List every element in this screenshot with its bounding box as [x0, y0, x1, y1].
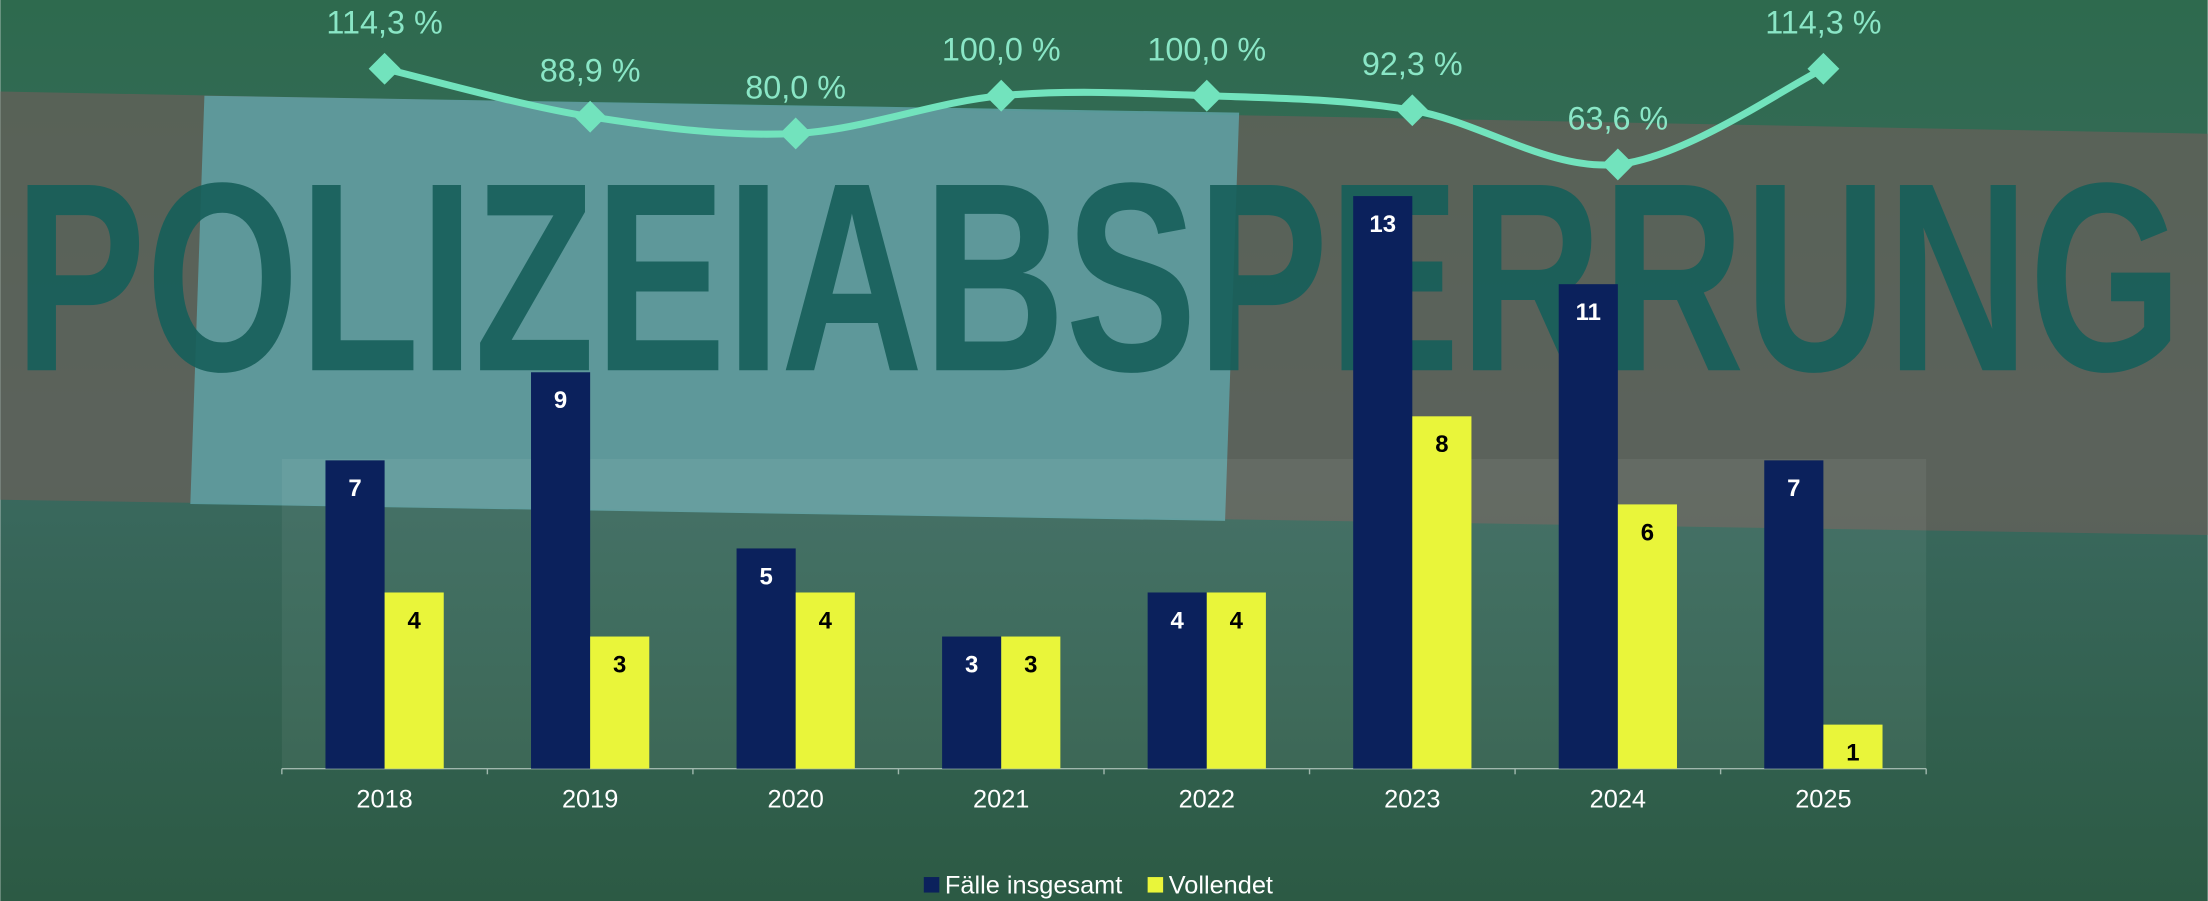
data-label: 4: [1230, 607, 1244, 634]
data-label: 100,0 %: [942, 32, 1061, 68]
data-label: 5: [759, 563, 772, 590]
bar: [1353, 196, 1413, 769]
tape-white: [190, 95, 1240, 521]
data-label: 80,0 %: [745, 69, 846, 105]
data-label: 92,3 %: [1362, 46, 1463, 82]
bar: [325, 460, 385, 769]
bar: [1823, 724, 1883, 769]
data-label: 3: [965, 651, 978, 678]
x-tick-label: 2020: [768, 786, 824, 814]
bar: [795, 592, 855, 769]
data-label: 8: [1435, 431, 1448, 458]
bar: [736, 548, 796, 769]
data-label: 4: [1171, 607, 1185, 634]
data-label: 7: [1787, 475, 1800, 502]
x-tick-label: 2025: [1795, 786, 1851, 814]
data-label: 4: [819, 607, 833, 634]
x-tick-label: 2022: [1179, 786, 1235, 814]
data-label: 100,0 %: [1147, 32, 1266, 68]
bar: [1617, 504, 1677, 769]
background-text: POLIZEIABSPERRUNG: [14, 128, 2182, 428]
bar: [531, 372, 591, 769]
x-tick-label: 2019: [562, 786, 618, 814]
data-label: 1: [1846, 740, 1859, 767]
legend: Fälle insgesamt Vollendet: [923, 872, 1273, 900]
legend-swatch: [1147, 877, 1164, 893]
bar: [1764, 460, 1824, 769]
bar: [942, 636, 1002, 769]
x-tick-label: 2018: [356, 786, 412, 814]
data-label: 3: [613, 651, 626, 678]
x-tick-label: 2023: [1384, 786, 1440, 814]
bar: [1001, 636, 1061, 769]
plot-area: [281, 458, 1927, 769]
bar: [590, 636, 650, 769]
x-tick-label: 2021: [973, 786, 1029, 814]
x-tick-label: 2024: [1590, 786, 1646, 814]
data-label: 9: [554, 387, 567, 414]
legend-label: Vollendet: [1169, 872, 1273, 900]
data-label: 63,6 %: [1567, 100, 1668, 136]
bar: [384, 592, 444, 769]
bar: [1147, 592, 1207, 769]
data-label: 4: [408, 607, 422, 634]
data-label: 88,9 %: [540, 53, 641, 89]
legend-swatch: [923, 877, 940, 893]
data-label: 114,3 %: [326, 5, 442, 41]
data-label: 7: [348, 475, 361, 502]
bar: [1558, 284, 1618, 769]
data-label: 13: [1369, 211, 1396, 238]
data-label: 6: [1641, 519, 1654, 546]
data-label: 3: [1024, 651, 1037, 678]
marker: [1601, 148, 1634, 181]
bar: [1206, 592, 1266, 769]
bar: [1412, 416, 1472, 769]
legend-label: Fälle insgesamt: [945, 872, 1122, 900]
data-label: 114,3 %: [1765, 5, 1881, 41]
data-label: 11: [1576, 299, 1601, 326]
